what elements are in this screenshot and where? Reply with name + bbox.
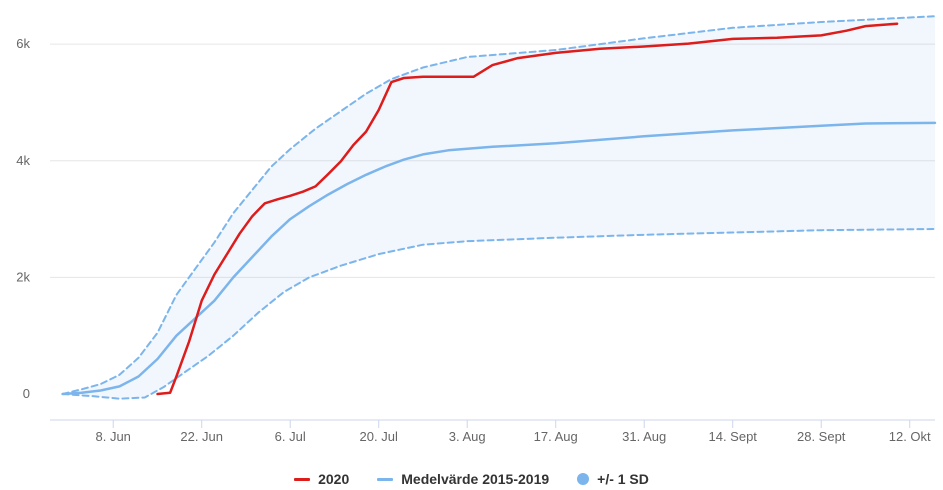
x-tick-label: 31. Aug [622, 429, 666, 444]
x-tick-labels: 8. Jun 22. Jun 6. Jul 20. Jul 3. Aug 17. Aug 3… [96, 429, 932, 444]
x-tick-label: 3. Aug [449, 429, 486, 444]
y-gridlines [50, 43, 935, 278]
legend-line-icon [377, 477, 394, 481]
y-tick-label: 0 [23, 386, 30, 401]
y-tick-label: 6k [16, 36, 30, 51]
series-line-0[interactable] [156, 22, 899, 396]
x-tick-label: 6. Jul [275, 429, 306, 444]
x-tick-label: 17. Aug [534, 429, 578, 444]
y-tick-label: 2k [16, 269, 30, 284]
legend-item-sd[interactable]: +/- 1 SD [577, 471, 649, 487]
sd-band [62, 16, 936, 399]
series-line-1[interactable] [61, 121, 937, 396]
legend-dot-icon [577, 473, 590, 485]
x-tick-label: 28. Sept [797, 429, 846, 444]
x-tick-label: 8. Jun [96, 429, 131, 444]
legend-item-mean[interactable]: Medelvärde 2015-2019 [377, 471, 549, 487]
y-tick-label: 4k [16, 153, 30, 168]
y-tick-labels: 0 2k 4k 6k [16, 36, 30, 401]
x-axis [50, 419, 935, 428]
sd-band-area [62, 16, 936, 399]
x-tick-label: 12. Okt [889, 429, 931, 444]
legend-label: Medelvärde 2015-2019 [401, 471, 550, 487]
legend-label: 2020 [318, 471, 350, 487]
series-line-2[interactable] [61, 15, 936, 395]
x-tick-label: 22. Jun [180, 429, 223, 444]
legend-item-2020[interactable]: 2020 [294, 471, 349, 487]
legend-line-icon [294, 477, 311, 481]
legend: 2020 Medelvärde 2015-2019 +/- 1 SD [0, 468, 943, 490]
series-line-3[interactable] [61, 228, 936, 400]
series-lines [61, 15, 937, 400]
legend-label: +/- 1 SD [597, 471, 649, 487]
x-tick-label: 14. Sept [708, 429, 757, 444]
x-tick-label: 20. Jul [360, 429, 398, 444]
